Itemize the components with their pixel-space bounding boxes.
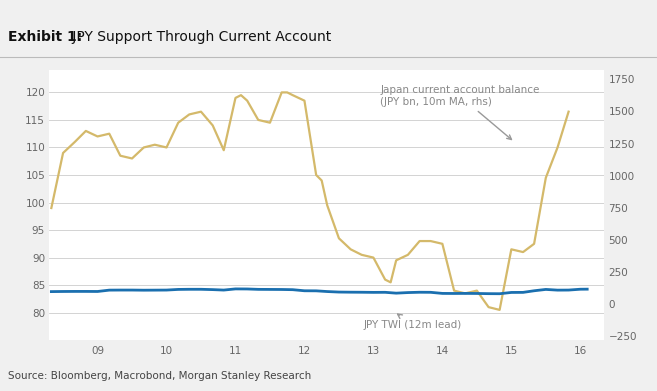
Text: JPY Support Through Current Account: JPY Support Through Current Account: [68, 30, 332, 44]
Text: JPY TWI (12m lead): JPY TWI (12m lead): [363, 314, 461, 330]
Text: Japan current account balance
(JPY bn, 10m MA, rhs): Japan current account balance (JPY bn, 1…: [380, 85, 539, 140]
Text: Source: Bloomberg, Macrobond, Morgan Stanley Research: Source: Bloomberg, Macrobond, Morgan Sta…: [8, 371, 311, 381]
Text: Exhibit 1:: Exhibit 1:: [8, 30, 82, 44]
